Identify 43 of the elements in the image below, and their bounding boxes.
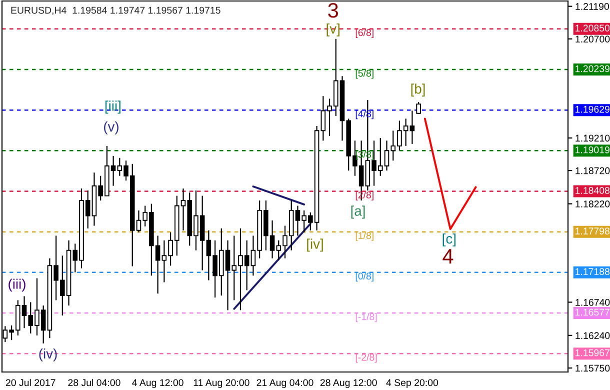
ref-line-label: 1.17798 [576, 228, 610, 234]
annotation: [iv] [307, 238, 323, 252]
annotation: [v] [326, 23, 340, 36]
annotation: [-1/8] [356, 313, 377, 322]
x-tick-label: 20 Jul 2017 [6, 378, 56, 386]
ref-line-label: 1.17188 [576, 268, 610, 276]
ref-line-label: 1.16577 [576, 308, 610, 316]
annotation: 4 [442, 249, 454, 264]
ref-line-label: 1.18408 [576, 187, 610, 194]
y-tick-label: 1.16240 [576, 332, 610, 340]
y-tick-label: 1.19210 [576, 134, 610, 142]
y-tick-label: 1.18220 [576, 200, 610, 208]
annotation: [a] [351, 206, 365, 219]
annotation: [5/8] [356, 70, 374, 79]
y-tick-label: 1.15750 [576, 364, 610, 372]
ref-line-label: 1.20239 [576, 65, 610, 72]
annotation: (iii) [8, 278, 26, 292]
annotation: [c] [442, 233, 456, 246]
x-tick-label: 21 Aug 04:00 [256, 379, 314, 388]
x-tick-label: 4 Aug 12:00 [132, 379, 184, 388]
annotation: [-2/8] [356, 354, 377, 363]
annotation: (iv) [39, 348, 57, 362]
annotation: [b] [411, 84, 425, 97]
annotation: [iii] [105, 100, 120, 114]
y-tick-label: 1.21190 [576, 3, 609, 10]
ref-line-label: 1.19019 [576, 146, 610, 154]
ref-line-label: 1.20850 [576, 24, 610, 32]
y-tick-label: 1.20700 [576, 36, 610, 43]
ref-line-label: 1.19629 [576, 106, 610, 113]
text: EURUSD,H4 1.19584 1.19747 1.19567 1.19715 [11, 6, 220, 15]
x-tick-label: 4 Sep 20:00 [386, 379, 438, 388]
annotation: (v) [104, 121, 118, 134]
annotation: [6/8] [356, 28, 374, 38]
ref-line-label: 1.15967 [576, 349, 610, 356]
annotation: 3 [328, 2, 338, 18]
annotation: [0/8] [356, 272, 374, 282]
x-tick-label: 11 Aug 20:00 [194, 379, 250, 388]
x-tick-label: 28 Aug 12:00 [320, 379, 377, 388]
candlestick [410, 110, 415, 145]
annotation: [1/8] [356, 232, 374, 241]
y-tick-label: 1.18720 [576, 167, 610, 174]
y-tick-label: 1.16740 [576, 298, 610, 306]
x-tick-label: 28 Jul 04:00 [68, 378, 120, 386]
